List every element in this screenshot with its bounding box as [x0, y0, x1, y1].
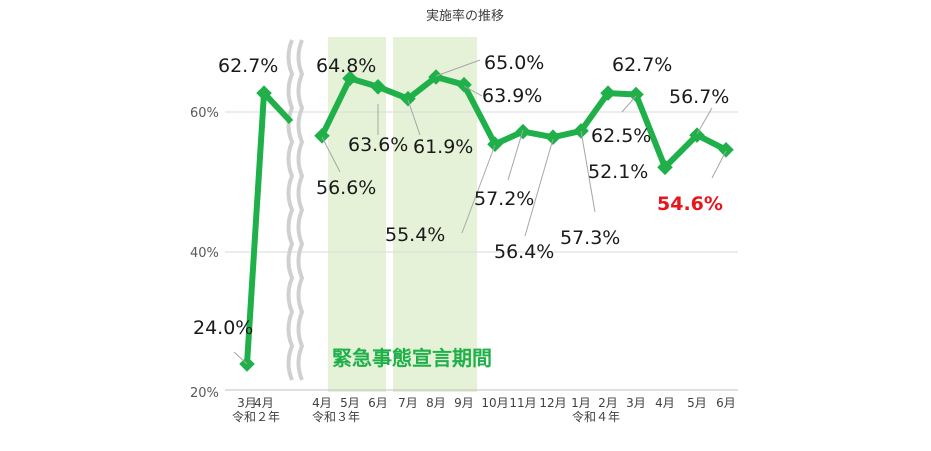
x-tick-label: 4月	[312, 396, 332, 410]
y-tick-label: 60%	[190, 106, 219, 121]
emergency-band	[328, 37, 386, 392]
data-point	[545, 129, 561, 145]
data-label: 56.7%	[669, 86, 729, 108]
data-point	[689, 127, 705, 143]
x-tick-label: 10月	[481, 396, 508, 410]
label-leader	[461, 144, 496, 234]
x-tick-label: 2月	[598, 396, 618, 410]
x-tick-label: 9月	[454, 396, 474, 410]
label-leader	[507, 129, 524, 181]
y-tick-label: 20%	[190, 386, 219, 401]
data-label: 65.0%	[484, 52, 544, 74]
label-leader	[696, 107, 713, 135]
label-leader	[524, 138, 554, 237]
x-tick-label: 3月	[626, 396, 646, 410]
x-tick-label: 8月	[426, 396, 446, 410]
era-label: 令和４年	[572, 409, 620, 424]
label-leader	[407, 99, 421, 136]
x-tick-label: 5月	[687, 396, 707, 410]
x-tick-label: 7月	[398, 396, 418, 410]
x-tick-label: 3月	[237, 396, 257, 410]
x-tick-label: 11月	[509, 396, 536, 410]
data-point	[487, 136, 503, 152]
x-tick-label: 4月	[254, 396, 274, 410]
data-point	[718, 142, 734, 158]
data-label: 62.7%	[218, 55, 278, 77]
data-point	[628, 86, 644, 103]
data-label: 56.6%	[316, 177, 376, 199]
era-label: 令和３年	[312, 409, 360, 424]
label-leader	[580, 130, 596, 213]
data-label: 57.2%	[474, 188, 534, 210]
label-leader	[321, 136, 341, 173]
emergency-band-label: 緊急事態宣言期間	[332, 346, 492, 370]
data-label: 63.6%	[348, 134, 408, 156]
data-label: 62.5%	[591, 125, 651, 147]
data-label: 52.1%	[588, 161, 648, 183]
data-label: 64.8%	[316, 55, 376, 77]
series-line	[244, 92, 267, 365]
x-tick-label: 5月	[340, 396, 360, 410]
data-label: 61.9%	[413, 136, 473, 158]
y-tick-label: 40%	[190, 246, 219, 261]
x-tick-label: 6月	[368, 396, 388, 410]
x-tick-label: 6月	[716, 396, 736, 410]
era-label: 令和２年	[232, 409, 280, 424]
data-label: 62.7%	[612, 54, 672, 76]
data-label: 63.9%	[482, 85, 542, 107]
data-label: 24.0%	[193, 317, 253, 339]
data-label: 55.4%	[385, 224, 445, 246]
axis-break	[286, 39, 295, 381]
series-line-stub	[261, 91, 294, 125]
data-label: 57.3%	[560, 227, 620, 249]
x-tick-label: 12月	[539, 396, 566, 410]
label-leader	[233, 351, 248, 365]
x-tick-label: 4月	[655, 396, 675, 410]
label-leader	[711, 150, 727, 179]
data-label: 56.4%	[494, 241, 554, 263]
data-point	[314, 128, 330, 144]
label-leader	[463, 85, 483, 97]
label-leader	[435, 59, 481, 77]
label-leader	[621, 95, 637, 113]
axis-break	[296, 39, 305, 381]
x-tick-label: 1月	[571, 396, 591, 410]
chart-title: 実施率の推移	[426, 8, 504, 24]
data-point	[657, 159, 673, 176]
data-label-highlight: 54.6%	[657, 193, 723, 215]
